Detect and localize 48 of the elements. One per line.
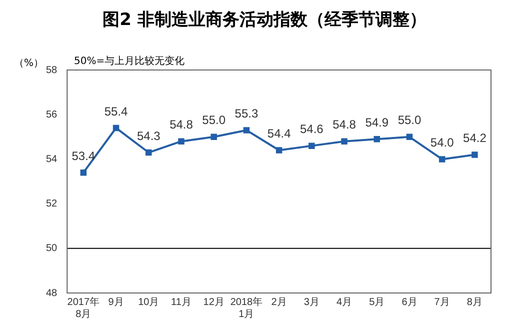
point (406, 134, 413, 140)
x-tick-label: 7月 (434, 296, 450, 308)
y-tick-label: 56 (46, 109, 58, 120)
x-tick-label: 8月 (466, 296, 482, 308)
data-label: 54.2 (463, 131, 487, 146)
data-label: 54.8 (170, 118, 194, 132)
text: 50%=与上月比较无变化 (74, 54, 185, 68)
x-tick-label: 5月 (369, 296, 385, 308)
point (146, 149, 152, 156)
y-tick-label: 50 (46, 243, 58, 254)
data-label: 55.0 (398, 113, 422, 128)
point (341, 138, 348, 144)
point (472, 152, 478, 158)
y-tick-label: 58 (46, 64, 58, 76)
point (308, 142, 315, 149)
point (210, 134, 217, 140)
data-label: 54.4 (267, 126, 292, 141)
point (178, 138, 184, 144)
data-label: 55.3 (234, 106, 258, 121)
y-tick-label: 54 (46, 154, 58, 165)
point (438, 156, 446, 162)
x-tick-label: 9月 (108, 296, 124, 308)
data-label: 53.4 (72, 148, 96, 163)
x-tick-label: 12月 (203, 296, 224, 308)
x-tick-label: 2017年 8月 (67, 296, 100, 320)
data-label: 54.3 (136, 128, 161, 143)
data-label: 55.0 (202, 113, 226, 128)
point (276, 147, 282, 154)
y-axis-title: （%） (14, 57, 44, 70)
x-tick-label: 2018年 1月 (230, 296, 263, 320)
data-label: 55.4 (104, 104, 128, 118)
point (112, 124, 120, 132)
x-tick-label: 6月 (402, 296, 418, 308)
chart-title: 图2 非制造业商务活动指数（经季节调整） (102, 9, 428, 31)
data-label: 54.0 (430, 136, 454, 150)
data-label: 54.6 (300, 122, 324, 136)
y-tick-label: 52 (46, 198, 58, 210)
y-tick-label: 48 (46, 288, 58, 299)
x-tick-label: 4月 (336, 296, 352, 308)
point (243, 127, 250, 134)
data-label: 54.9 (365, 115, 389, 130)
point (374, 136, 380, 142)
data-label: 54.8 (332, 118, 356, 132)
point (80, 169, 87, 176)
x-tick-label: 10月 (138, 296, 160, 308)
x-tick-label: 11月 (171, 296, 192, 308)
x-tick-label: 3月 (304, 296, 320, 308)
x-tick-label: 2月 (271, 296, 287, 308)
